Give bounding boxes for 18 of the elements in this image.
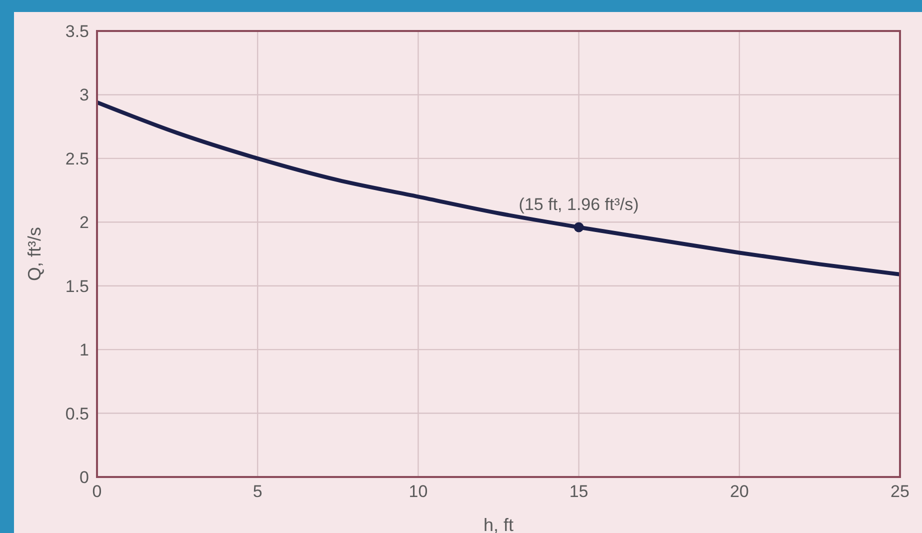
annotation: (15 ft, 1.96 ft³/s): [518, 195, 639, 214]
y-tick-label: 1.5: [65, 276, 89, 296]
y-tick-label: 2: [80, 213, 89, 232]
x-tick-label: 20: [730, 482, 749, 502]
x-tick-label: 15: [569, 482, 588, 502]
y-tick-label: 3.5: [65, 22, 89, 42]
y-tick-label: 3: [80, 86, 89, 105]
x-tick-label: 5: [252, 482, 262, 502]
y-tick-label: 0.5: [65, 404, 89, 424]
x-axis-title: h, ft: [483, 515, 514, 533]
y-tick-label: 0: [80, 468, 89, 488]
x-tick-label: 0: [92, 482, 102, 502]
y-tick-label: 2.5: [65, 149, 89, 168]
y-tick-label: 1: [80, 340, 89, 360]
y-axis-title: Q, ft³/s: [24, 227, 44, 281]
x-tick-label: 10: [408, 482, 428, 502]
line-series: [97, 100, 900, 276]
x-tick-label: 25: [890, 482, 910, 502]
